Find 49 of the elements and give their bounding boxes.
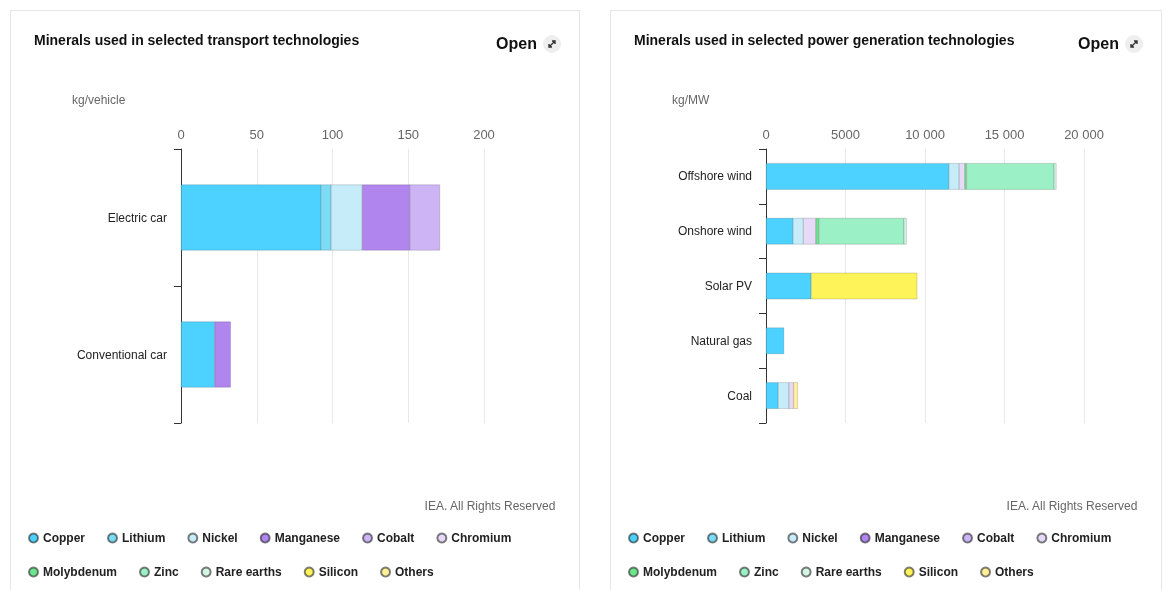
legend-label: Molybdenum (643, 565, 717, 579)
y-tick-label: Onshore wind (677, 224, 752, 239)
x-tick-label: 5000 (831, 127, 860, 142)
x-tick-label: 50 (249, 127, 264, 142)
legend-label: Cobalt (977, 531, 1015, 545)
legend-label: Cobalt (377, 531, 415, 545)
legend-label: Nickel (202, 531, 238, 545)
text: IEA. All Rights Reserved (1006, 499, 1138, 513)
x-tick-label: 100 (321, 127, 344, 142)
legend-label: Others (395, 565, 435, 579)
x-tick-label: 0 (177, 127, 185, 142)
legend-label: Molybdenum (43, 565, 117, 579)
y-tick-label: Solar PV (704, 279, 752, 293)
y-tick-label: Coal (727, 388, 752, 403)
legend-label: Zinc (154, 565, 179, 579)
legend-label: Nickel (802, 531, 838, 545)
legend-label: Zinc (754, 565, 779, 579)
legend-label: Copper (43, 531, 86, 545)
y-tick-label: Offshore wind (678, 169, 752, 184)
chart-title: Minerals used in selected transport technologies (34, 32, 360, 48)
legend-label: Rare earths (215, 565, 283, 579)
y-tick-label: Natural gas (690, 333, 752, 348)
bar (818, 218, 904, 245)
text: Open (1078, 35, 1119, 53)
legend-label: Copper (643, 531, 686, 545)
y-tick-label: Electric car (107, 210, 167, 225)
x-tick-label: 0 (762, 127, 770, 142)
text: Open (496, 35, 537, 53)
y-tick-label: Conventional car (76, 347, 167, 362)
bar (966, 163, 1054, 190)
legend-label: Chromium (1051, 531, 1112, 545)
legend-label: Rare earths (815, 565, 883, 579)
x-tick-label: 20 000 (1064, 127, 1104, 142)
legend-label: Chromium (451, 531, 512, 545)
x-axis-title: kg/vehicle (72, 93, 126, 107)
x-axis-title: kg/MW (672, 93, 710, 107)
text: IEA. All Rights Reserved (424, 499, 556, 513)
x-tick-label: 200 (473, 127, 495, 142)
legend-label: Manganese (274, 531, 341, 545)
legend-label: Others (995, 565, 1035, 579)
legend-label: Manganese (874, 531, 941, 545)
legend-label: Lithium (722, 531, 766, 545)
x-tick-label: 10 000 (905, 127, 945, 142)
x-tick-label: 150 (397, 127, 420, 142)
legend-label: Lithium (122, 531, 166, 545)
legend-label: Silicon (318, 565, 359, 579)
x-tick-label: 15 000 (984, 127, 1025, 142)
chart-title: Minerals used in selected power generation technologies (634, 32, 1015, 48)
legend-label: Silicon (918, 565, 959, 579)
